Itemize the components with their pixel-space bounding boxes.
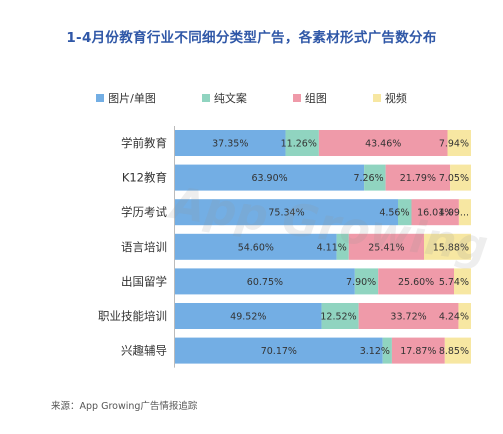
category-label: 学历考试	[121, 205, 167, 219]
bar-segment	[447, 130, 471, 156]
data-label: 25.41%	[368, 242, 404, 253]
legend: 图片/单图 纯文案 组图 视频	[0, 90, 503, 106]
data-label: 4.24%	[439, 312, 469, 323]
data-label: 21.79%	[400, 173, 436, 184]
bar-segment	[454, 268, 471, 295]
bar-segment	[423, 233, 471, 260]
data-label: 43.46%	[365, 139, 401, 150]
bar-segment	[378, 268, 455, 295]
data-label: 7.94%	[439, 139, 469, 150]
bar-segment	[458, 303, 471, 329]
data-label: 60.75%	[247, 277, 283, 288]
bar-segment	[175, 130, 286, 156]
category-label: 职业技能培训	[98, 309, 167, 323]
category-label: K12教育	[122, 171, 167, 185]
bar-segment	[444, 337, 471, 364]
data-label: 7.05%	[439, 173, 469, 184]
bar-segment	[391, 337, 445, 364]
category-label: 兴趣辅导	[121, 344, 167, 358]
data-label: 4.09...	[439, 208, 469, 219]
data-label: 75.34%	[268, 208, 304, 219]
data-label: 12.52%	[320, 312, 356, 323]
bar-segment	[321, 303, 359, 329]
bar-segment	[354, 268, 379, 295]
legend-label: 纯文案	[213, 92, 247, 105]
bar-segment	[382, 337, 392, 364]
legend-label: 视频	[384, 92, 407, 105]
legend-label: 图片/单图	[108, 92, 156, 105]
legend-swatch	[372, 94, 381, 102]
legend-item: 纯文案	[201, 90, 247, 106]
category-label: 学前教育	[121, 136, 167, 150]
bar-segment	[285, 130, 319, 156]
bar-segment	[358, 303, 459, 329]
legend-item: 图片/单图	[96, 90, 156, 106]
data-label: 15.88%	[433, 242, 469, 253]
data-label: 33.72%	[390, 312, 426, 323]
category-label: 出国留学	[121, 274, 167, 288]
source-note: 来源：App Growing广告情报追踪	[51, 401, 198, 412]
bar-segment	[175, 233, 337, 260]
legend-swatch	[292, 94, 301, 102]
data-label: 8.85%	[439, 346, 469, 357]
bar-segment	[175, 164, 365, 191]
legend-item: 视频	[372, 90, 407, 106]
bar-segment	[398, 199, 412, 226]
bar-segment	[458, 199, 471, 226]
data-label: 25.60%	[398, 277, 434, 288]
bar-segment	[175, 337, 383, 364]
data-label: 54.60%	[238, 242, 274, 253]
data-label: 63.90%	[251, 173, 287, 184]
bar-segment	[336, 233, 349, 260]
data-label: 3.12%	[360, 346, 390, 357]
data-label: 7.26%	[353, 173, 383, 184]
data-label: 70.17%	[261, 346, 297, 357]
bar-segment	[175, 199, 399, 226]
bar-segment	[385, 164, 451, 191]
bar-segment	[318, 130, 448, 156]
data-label: 49.52%	[230, 312, 266, 323]
bar-segment	[450, 164, 471, 191]
legend-swatch	[96, 94, 105, 102]
data-label: 37.35%	[212, 139, 248, 150]
category-label: 语言培训	[121, 240, 167, 254]
data-label: 16.01%	[417, 208, 453, 219]
data-label: 11.26%	[281, 139, 317, 150]
data-label: 4.11%	[317, 242, 347, 253]
chart-title: 1-4月份教育行业不同细分类型广告，各素材形式广告数分布	[66, 30, 437, 46]
bar-segment	[411, 199, 459, 226]
bar-segment	[348, 233, 424, 260]
data-label: 4.56%	[379, 208, 409, 219]
bar-segment	[175, 268, 355, 295]
legend-swatch	[201, 94, 210, 102]
legend-item: 组图	[292, 90, 327, 106]
legend-label: 组图	[304, 92, 327, 105]
data-label: 17.87%	[400, 346, 436, 357]
bar-segment	[175, 303, 322, 329]
bar-segment	[364, 164, 386, 191]
data-label: 5.74%	[439, 277, 469, 288]
data-label: 7.90%	[346, 277, 376, 288]
